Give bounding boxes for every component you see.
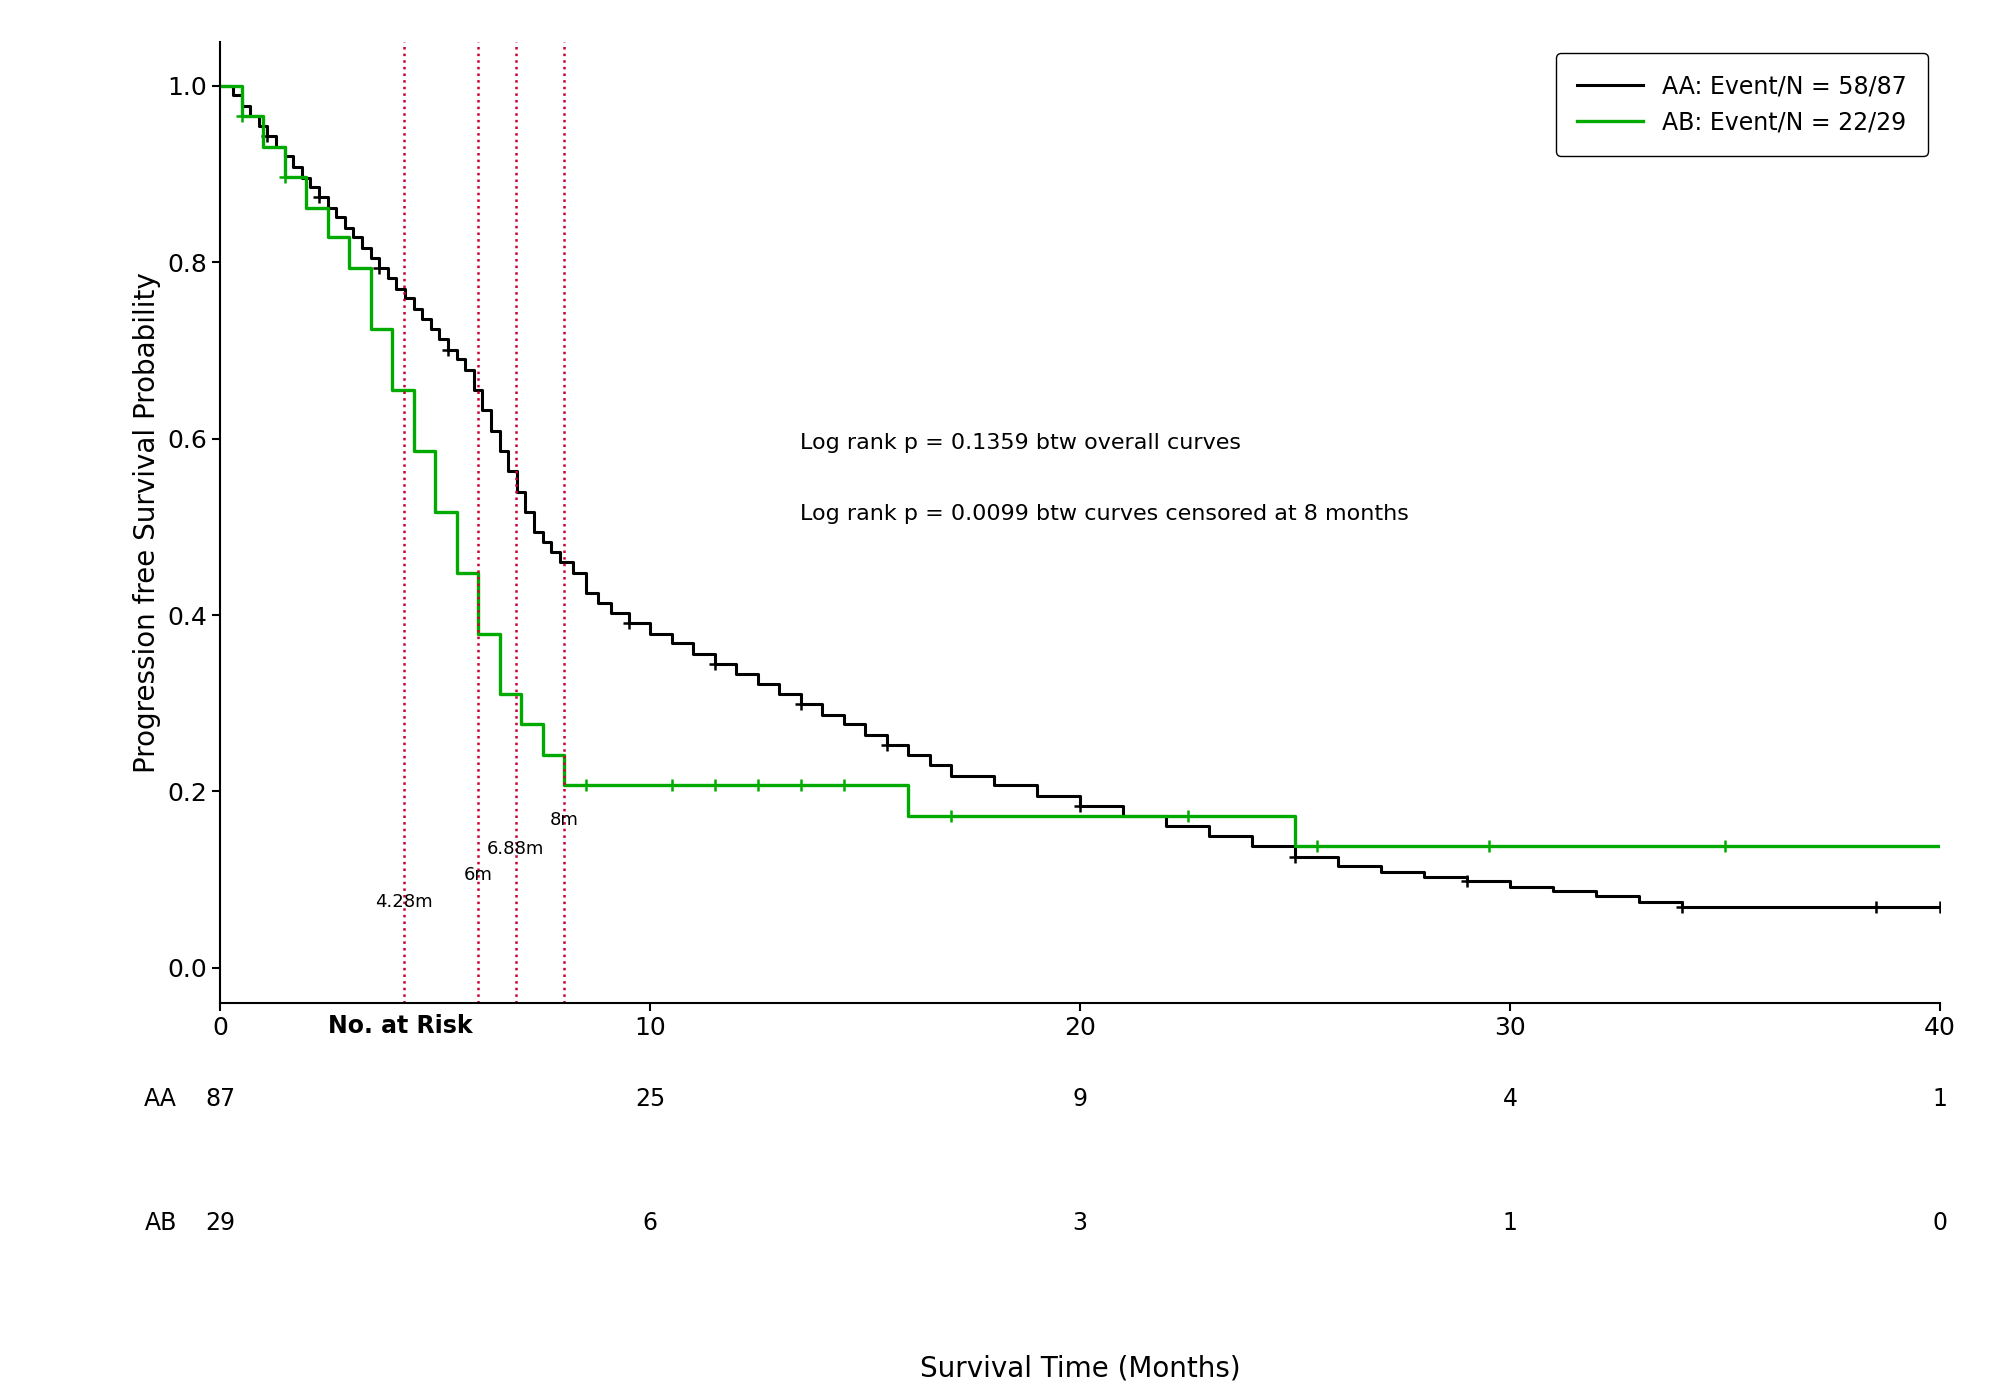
Text: 6: 6: [642, 1211, 658, 1235]
Text: 1: 1: [1932, 1088, 1948, 1111]
Text: 3: 3: [1072, 1211, 1088, 1235]
Text: Log rank p = 0.1359 btw overall curves: Log rank p = 0.1359 btw overall curves: [800, 433, 1242, 453]
Text: 87: 87: [204, 1088, 236, 1111]
Text: AA: AA: [144, 1088, 176, 1111]
Text: 4: 4: [1502, 1088, 1518, 1111]
Text: 29: 29: [206, 1211, 236, 1235]
Text: Log rank p = 0.0099 btw curves censored at 8 months: Log rank p = 0.0099 btw curves censored …: [800, 504, 1410, 524]
Text: 1: 1: [1502, 1211, 1518, 1235]
Text: 6m: 6m: [464, 867, 492, 883]
Legend: AA: Event/N = 58/87, AB: Event/N = 22/29: AA: Event/N = 58/87, AB: Event/N = 22/29: [1556, 53, 1928, 156]
Text: Survival Time (Months): Survival Time (Months): [920, 1354, 1240, 1382]
Y-axis label: Progression free Survival Probability: Progression free Survival Probability: [134, 272, 162, 772]
Text: 4.28m: 4.28m: [376, 893, 432, 911]
Text: 9: 9: [1072, 1088, 1088, 1111]
Text: AB: AB: [144, 1211, 176, 1235]
Text: 6.88m: 6.88m: [488, 839, 544, 857]
Text: 25: 25: [634, 1088, 666, 1111]
Text: 0: 0: [1932, 1211, 1948, 1235]
Text: No. at Risk: No. at Risk: [328, 1014, 472, 1038]
Text: 8m: 8m: [550, 811, 578, 828]
